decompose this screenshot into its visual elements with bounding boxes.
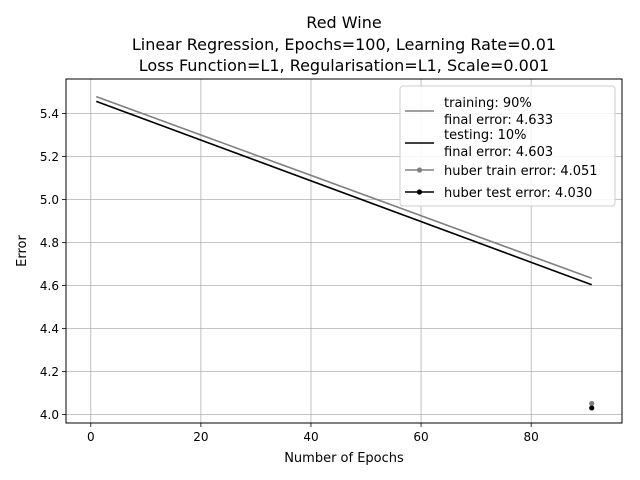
series-point-3 bbox=[589, 400, 595, 407]
title-line-1: Red Wine bbox=[306, 13, 381, 32]
x-tick-label: 40 bbox=[303, 430, 318, 444]
y-tick-label: 5.2 bbox=[40, 150, 59, 164]
title-line-2: Linear Regression, Epochs=100, Learning … bbox=[132, 35, 556, 54]
x-tick-label: 0 bbox=[87, 430, 95, 444]
legend-label-2-line-1: testing: 10% bbox=[444, 128, 526, 143]
legend-label-4-line-1: huber test error: 4.030 bbox=[444, 186, 592, 201]
y-tick-label: 5.4 bbox=[40, 107, 59, 121]
plot-series bbox=[95, 95, 595, 411]
x-axis-ticks: 0 20 40 60 80 bbox=[87, 423, 539, 444]
y-tick-label: 4.4 bbox=[40, 322, 59, 336]
chart-title: Red Wine Linear Regression, Epochs=100, … bbox=[132, 13, 556, 75]
y-tick-label: 4.6 bbox=[40, 279, 59, 293]
series-point-4 bbox=[589, 405, 595, 411]
plot-frame bbox=[65, 78, 623, 424]
legend-label-1-line-2: final error: 4.633 bbox=[444, 113, 553, 128]
y-axis-ticks: 4.0 4.2 4.4 4.6 4.8 5.0 5.2 5.4 bbox=[40, 107, 66, 422]
legend-label-3-line-1: huber train error: 4.051 bbox=[444, 164, 598, 179]
legend-box bbox=[399, 85, 616, 207]
y-tick-label: 4.2 bbox=[40, 365, 59, 379]
y-tick-label: 4.0 bbox=[40, 408, 59, 422]
title-line-3: Loss Function=L1, Regularisation=L1, Sca… bbox=[139, 56, 549, 75]
legend: training: 90% final error: 4.633testing: … bbox=[399, 85, 616, 207]
x-tick-label: 20 bbox=[193, 430, 208, 444]
x-axis-label: Number of Epochs bbox=[284, 451, 404, 466]
legend-marker-3 bbox=[416, 167, 423, 173]
legend-marker-4 bbox=[416, 189, 423, 195]
series-line-1 bbox=[96, 95, 592, 280]
y-tick-label: 5.0 bbox=[40, 193, 59, 207]
legend-label-1-line-1: training: 90% bbox=[444, 96, 532, 111]
y-axis-label: Error bbox=[15, 235, 30, 267]
series-line-2 bbox=[95, 100, 593, 286]
x-tick-label: 80 bbox=[524, 430, 539, 444]
x-tick-label: 60 bbox=[413, 430, 428, 444]
y-tick-label: 4.8 bbox=[40, 236, 59, 250]
legend-label-2-line-2: final error: 4.603 bbox=[444, 145, 553, 160]
